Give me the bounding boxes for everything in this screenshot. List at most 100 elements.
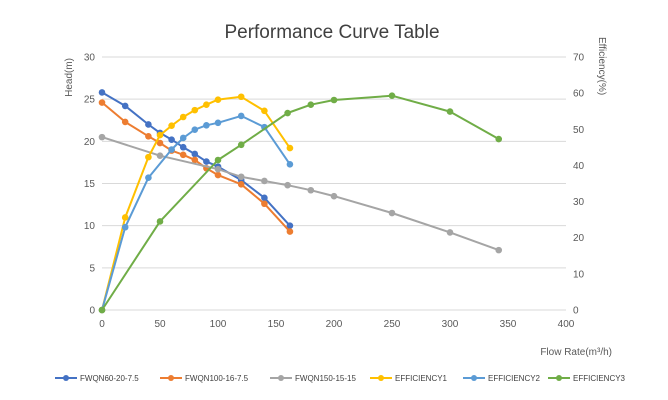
data-point (214, 96, 222, 103)
y-tick-label: 10 (84, 221, 96, 232)
legend-item-fwqn60-20-7-5: FWQN60-20-7.5 (55, 374, 139, 383)
x-tick-label: 100 (210, 319, 227, 330)
data-point (388, 209, 396, 217)
legend-item-efficiency1: EFFICIENCY1 (370, 374, 448, 383)
y-tick-label: 30 (84, 53, 96, 64)
data-point (286, 222, 294, 229)
data-point (495, 246, 503, 254)
series-layer (98, 89, 503, 314)
legend-marker (378, 375, 384, 381)
data-point (121, 214, 129, 221)
data-point (156, 218, 164, 225)
data-point (495, 135, 503, 143)
data-point (237, 112, 245, 120)
legend-item-fwqn150-15-15: FWQN150-15-15 (270, 374, 356, 383)
data-point (214, 171, 222, 179)
legend-marker (471, 375, 477, 381)
y-axis-ticks: 0 5 10 15 20 25 30 (84, 53, 96, 317)
y2-tick-label: 50 (573, 125, 585, 136)
data-point (168, 136, 175, 143)
legend-label: FWQN100-16-7.5 (185, 374, 249, 383)
data-point (261, 200, 268, 208)
y2-axis-ticks: 0 10 20 30 40 50 60 70 (573, 53, 585, 317)
series-efficiency1 (98, 93, 294, 314)
data-point (203, 122, 210, 129)
legend-item-efficiency2: EFFICIENCY2 (463, 374, 541, 383)
data-point (191, 150, 199, 158)
data-point (261, 107, 268, 115)
legend-marker (168, 375, 174, 381)
legend: FWQN60-20-7.5 FWQN100-16-7.5 FWQN150-15-15… (55, 374, 626, 383)
data-point (121, 223, 129, 231)
x-tick-label: 350 (500, 319, 517, 330)
x-tick-label: 50 (154, 319, 166, 330)
data-point (284, 181, 291, 189)
x-tick-label: 150 (268, 319, 285, 330)
data-point (156, 131, 164, 139)
data-point (388, 92, 396, 99)
x-tick-label: 250 (384, 319, 401, 330)
data-point (179, 143, 187, 151)
gridlines (102, 56, 566, 311)
x-axis-label: Flow Rate(m³/h) (540, 347, 612, 358)
data-point (446, 229, 454, 236)
series-fwqn150-15-15 (98, 133, 503, 254)
data-point (98, 306, 106, 314)
series-line (101, 94, 500, 311)
data-point (145, 153, 152, 161)
data-point (261, 194, 268, 202)
y2-tick-label: 60 (573, 89, 585, 100)
data-point (145, 132, 152, 140)
data-point (284, 109, 291, 117)
data-point (237, 141, 245, 149)
chart-title: Performance Curve Table (224, 22, 439, 43)
data-point (307, 186, 315, 194)
x-tick-label: 200 (326, 319, 343, 330)
y2-axis-label: Efficiency(%) (596, 37, 607, 95)
data-point (191, 106, 199, 114)
legend-label: EFFICIENCY1 (395, 374, 448, 383)
data-point (203, 101, 210, 109)
legend-label: EFFICIENCY2 (488, 374, 541, 383)
y2-tick-label: 40 (573, 161, 585, 172)
data-point (121, 102, 129, 110)
data-point (286, 161, 294, 168)
legend-label: EFFICIENCY3 (573, 374, 626, 383)
data-point (286, 144, 294, 152)
data-point (203, 158, 210, 165)
x-tick-label: 0 (99, 319, 105, 330)
x-tick-label: 400 (558, 319, 575, 330)
series-fwqn100-16-7-5 (98, 99, 294, 235)
y2-tick-label: 70 (573, 53, 585, 64)
series-line (101, 95, 291, 311)
data-point (156, 139, 164, 147)
y-tick-label: 15 (84, 179, 96, 190)
series-line (101, 91, 291, 227)
data-point (191, 156, 199, 164)
data-point (179, 113, 187, 121)
legend-item-fwqn100-16-7-5: FWQN100-16-7.5 (160, 374, 249, 383)
y2-tick-label: 20 (573, 233, 585, 244)
legend-label: FWQN150-15-15 (295, 374, 356, 383)
x-tick-label: 300 (442, 319, 459, 330)
legend-item-efficiency3: EFFICIENCY3 (548, 374, 626, 383)
data-point (330, 192, 338, 200)
legend-marker (556, 375, 562, 381)
data-point (121, 118, 129, 126)
data-point (98, 133, 106, 141)
data-point (214, 156, 222, 164)
y2-tick-label: 10 (573, 269, 585, 280)
data-point (307, 101, 315, 109)
data-point (330, 96, 338, 104)
y2-tick-label: 30 (573, 197, 585, 208)
y-axis-label: Head(m) (64, 58, 75, 97)
series-efficiency3 (98, 92, 503, 314)
legend-label: FWQN60-20-7.5 (80, 374, 139, 383)
data-point (237, 173, 245, 181)
legend-marker (63, 375, 69, 381)
data-point (145, 121, 152, 128)
y-tick-label: 0 (89, 306, 95, 317)
data-point (237, 93, 245, 101)
data-point (98, 99, 106, 106)
data-point (446, 108, 454, 115)
